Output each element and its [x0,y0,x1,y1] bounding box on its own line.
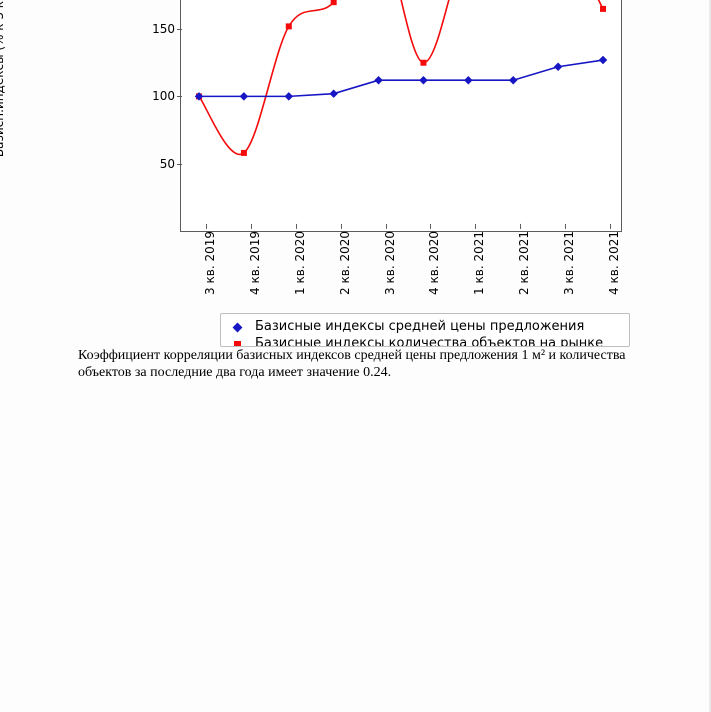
x-tick: 2 кв. 2021 [509,231,531,295]
x-tick: 2 кв. 2020 [330,231,352,295]
series-marker [329,89,337,97]
chart-container: Базисн.индексы (% к 3 кв 2019) 501001502… [125,0,685,348]
series-marker [285,92,293,100]
x-tick: 4 кв. 2020 [419,231,441,295]
y-axis-label: Базисн.индексы (% к 3 кв 2019) [0,0,6,157]
page: Базисн.индексы (% к 3 кв 2019) 50 100 150 2… [0,0,711,712]
x-tick: 4 кв. 2019 [240,231,262,295]
series-marker [331,0,337,5]
x-tick: 1 кв. 2021 [464,231,486,295]
x-tick: 3 кв. 2020 [375,231,397,295]
series-marker [240,92,248,100]
legend-label: Базисные индексы количества объектов на … [255,336,603,347]
square-icon [229,338,245,348]
series-marker [599,56,607,64]
chart-series-svg [181,0,621,231]
plot-area: Базисн.индексы (% к 3 кв 2019) 501001502… [180,0,622,232]
series-marker [554,63,562,71]
diamond-icon [229,321,245,333]
x-tick: 4 кв. 2021 [599,231,621,295]
series-marker [241,150,247,156]
legend-item-count-index: Базисные индексы количества объектов на … [229,335,621,347]
series-line [199,60,603,96]
series-marker [600,6,606,12]
y-tick: 50 [160,157,181,171]
series-marker [419,76,427,84]
series-marker [420,60,426,66]
x-tick: 3 кв. 2019 [195,231,217,295]
series-marker [509,76,517,84]
series-line [199,0,603,154]
y-tick: 150 [152,22,181,36]
x-tick: 3 кв. 2021 [554,231,576,295]
legend: Базисные индексы средней цены предложени… [220,313,630,347]
caption-text: Коэффициент корреляции базисных индексов… [78,348,680,381]
legend-label: Базисные индексы средней цены предложени… [255,319,584,334]
x-tick: 1 кв. 2020 [285,231,307,295]
series-marker [374,76,382,84]
series-marker [464,76,472,84]
series-marker [286,23,292,29]
y-tick: 100 [152,89,181,103]
legend-item-price-index: Базисные индексы средней цены предложени… [229,318,621,335]
